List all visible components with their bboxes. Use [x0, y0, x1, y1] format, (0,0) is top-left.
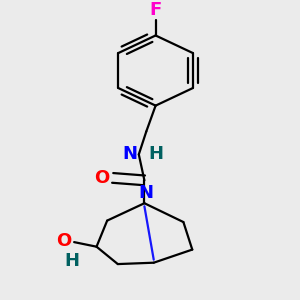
- Text: H: H: [64, 252, 80, 270]
- Text: N: N: [139, 184, 154, 202]
- Text: N: N: [122, 146, 137, 164]
- Text: O: O: [56, 232, 71, 250]
- Text: O: O: [94, 169, 109, 187]
- Text: H: H: [148, 146, 163, 164]
- Text: F: F: [149, 1, 162, 19]
